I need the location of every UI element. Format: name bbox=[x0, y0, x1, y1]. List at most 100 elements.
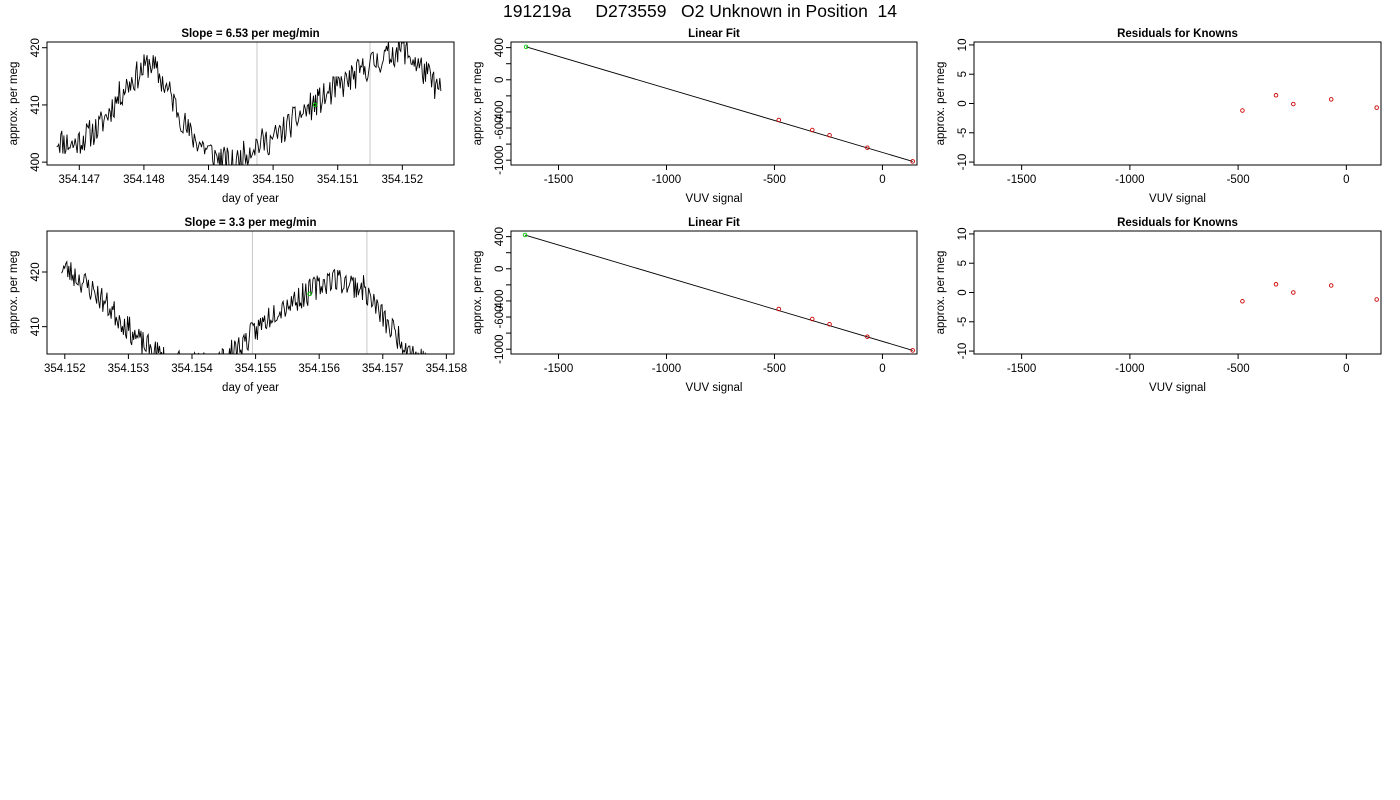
chart-title: Linear Fit bbox=[688, 217, 740, 229]
y-tick-label: 10 bbox=[957, 39, 969, 52]
fit-line bbox=[525, 46, 913, 162]
plot-area bbox=[56, 42, 442, 165]
y-axis-label: approx. per meg bbox=[472, 62, 484, 146]
data-point bbox=[307, 291, 312, 297]
x-tick-label: 354.148 bbox=[123, 174, 165, 186]
data-point bbox=[1273, 93, 1279, 98]
chart-title: Slope = 6.53 per meg/min bbox=[181, 28, 319, 40]
x-axis-label: day of year bbox=[222, 382, 279, 394]
x-tick-label: -1000 bbox=[1115, 363, 1144, 375]
data-point bbox=[776, 306, 782, 312]
chart-title: Linear Fit bbox=[688, 28, 740, 40]
data-point bbox=[910, 348, 915, 353]
y-axis-label: approx. per meg bbox=[8, 251, 20, 335]
x-tick-label: -1000 bbox=[652, 363, 681, 375]
plot-frame bbox=[510, 230, 918, 355]
y-tick-label: -1000 bbox=[494, 334, 506, 363]
chart-ts2: Slope = 3.3 per meg/min 354.152 354.153 354… bbox=[8, 217, 467, 394]
page-title: 191219a D273559 O2 Unknown in Position 1… bbox=[502, 1, 897, 21]
data-point bbox=[1328, 283, 1334, 288]
plot-frame bbox=[46, 230, 455, 355]
y-tick-label: -5 bbox=[957, 128, 969, 138]
data-point bbox=[827, 322, 832, 327]
y-tick-label: 0 bbox=[957, 100, 969, 106]
x-tick-label: -500 bbox=[763, 174, 786, 186]
plot-frame bbox=[973, 41, 1382, 166]
data-point bbox=[810, 127, 815, 133]
x-tick-label: -500 bbox=[1227, 174, 1250, 186]
chart-ts1: Slope = 6.53 per meg/min 354.147 354.148 35… bbox=[8, 28, 455, 205]
x-tick-label: 354.155 bbox=[235, 363, 277, 375]
plot-frame bbox=[510, 41, 918, 166]
x-tick-label: 354.152 bbox=[382, 174, 424, 186]
chart-fit1: Linear Fit -1500 -1000 -500 0 VUV signal -1000… bbox=[472, 28, 918, 205]
chart-title: Slope = 3.3 per meg/min bbox=[185, 217, 317, 229]
y-tick-label: 420 bbox=[30, 262, 42, 281]
y-axis-label: approx. per meg bbox=[472, 251, 484, 335]
data-point bbox=[1374, 105, 1379, 110]
y-tick-label: 410 bbox=[30, 95, 42, 114]
x-tick-label: -1500 bbox=[1007, 174, 1036, 186]
x-axis-label: VUV signal bbox=[686, 382, 743, 394]
x-tick-label: 0 bbox=[1343, 363, 1349, 375]
x-tick-label: 354.153 bbox=[108, 363, 150, 375]
data-point bbox=[1291, 101, 1296, 107]
x-tick-label: 354.158 bbox=[426, 363, 468, 375]
x-tick-label: 354.154 bbox=[171, 363, 213, 375]
data-point bbox=[1328, 97, 1334, 102]
plot-frame bbox=[46, 41, 455, 166]
x-axis-label: VUV signal bbox=[1149, 193, 1206, 205]
x-tick-label: -1000 bbox=[652, 174, 681, 186]
y-tick-label: 10 bbox=[957, 228, 969, 241]
data-point bbox=[312, 102, 318, 108]
data-point bbox=[1273, 282, 1279, 287]
x-axis-label: day of year bbox=[222, 193, 279, 205]
x-tick-label: 354.152 bbox=[44, 363, 86, 375]
x-tick-label: -500 bbox=[1227, 363, 1250, 375]
chart-res2: Residuals for Knowns -1500 -1000 -500 0 VUV s… bbox=[935, 217, 1382, 394]
x-tick-label: -1500 bbox=[544, 174, 573, 186]
x-axis-label: VUV signal bbox=[686, 193, 743, 205]
y-axis-label: approx. per meg bbox=[935, 62, 947, 146]
data-point bbox=[1240, 108, 1245, 113]
y-tick-label: 410 bbox=[30, 317, 42, 336]
series-line bbox=[61, 260, 426, 354]
chart-fit2: Linear Fit -1500 -1000 -500 0 VUV signal -1000… bbox=[472, 217, 918, 394]
y-tick-label: 0 bbox=[957, 289, 969, 295]
data-point bbox=[810, 316, 815, 322]
x-tick-label: -1500 bbox=[544, 363, 573, 375]
y-tick-label: 400 bbox=[494, 227, 506, 246]
y-axis-label: approx. per meg bbox=[935, 251, 947, 335]
y-tick-label: 0 bbox=[494, 77, 506, 83]
plot-area bbox=[1240, 93, 1379, 113]
x-tick-label: 354.149 bbox=[188, 174, 230, 186]
y-axis-label: approx. per meg bbox=[8, 62, 20, 146]
plot-frame bbox=[973, 230, 1382, 355]
y-tick-label: -10 bbox=[957, 343, 969, 360]
x-tick-label: -1000 bbox=[1115, 174, 1144, 186]
y-tick-label: 5 bbox=[957, 71, 969, 77]
series-line bbox=[56, 42, 442, 165]
y-tick-label: -10 bbox=[957, 154, 969, 171]
y-tick-label: 400 bbox=[30, 153, 42, 172]
data-point bbox=[776, 117, 782, 123]
y-tick-label: -400 bbox=[494, 289, 506, 312]
y-tick-label: 5 bbox=[957, 260, 969, 266]
x-tick-label: -500 bbox=[763, 363, 786, 375]
y-tick-label: -1000 bbox=[494, 145, 506, 174]
data-point bbox=[865, 334, 870, 339]
fit-line bbox=[524, 234, 913, 351]
x-tick-label: 354.156 bbox=[298, 363, 340, 375]
data-point bbox=[1374, 297, 1379, 302]
chart-title: Residuals for Knowns bbox=[1117, 217, 1238, 229]
x-tick-label: 354.151 bbox=[317, 174, 359, 186]
y-tick-label: 420 bbox=[30, 38, 42, 57]
x-axis-label: VUV signal bbox=[1149, 382, 1206, 394]
data-point bbox=[910, 159, 915, 164]
x-tick-label: 354.147 bbox=[59, 174, 101, 186]
x-tick-label: 0 bbox=[879, 174, 885, 186]
data-point bbox=[865, 145, 870, 150]
data-point bbox=[1240, 299, 1245, 304]
y-tick-label: 0 bbox=[494, 266, 506, 272]
